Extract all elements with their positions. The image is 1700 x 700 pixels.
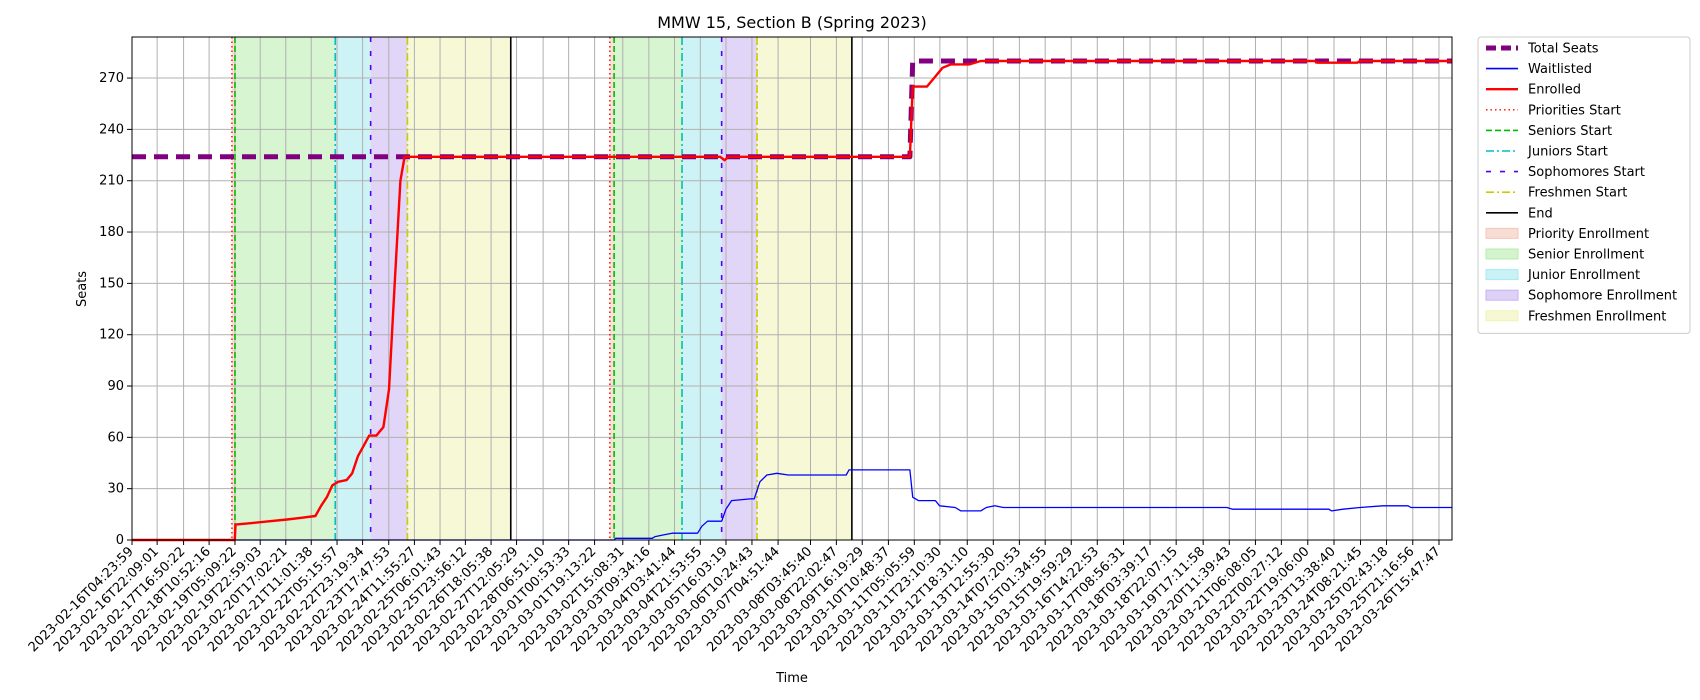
y-tick-label-7: 210	[99, 174, 124, 189]
band-9	[757, 37, 852, 540]
band-7	[682, 37, 722, 540]
legend-item-wait: Waitlisted	[1486, 62, 1592, 77]
legend-label: Juniors Start	[1527, 145, 1608, 160]
legend-label: End	[1528, 206, 1553, 221]
legend: Total Seats Waitlisted Enrolled Priorities …	[1477, 36, 1691, 334]
y-tick-label-3: 90	[107, 379, 124, 394]
legend-label: Enrolled	[1528, 83, 1581, 98]
band-2	[335, 37, 371, 540]
legend-swatch	[1485, 289, 1519, 301]
legend-item-sen: Seniors Start	[1486, 124, 1612, 139]
enrollment-period-bands	[231, 37, 852, 540]
legend-label: Total Seats	[1527, 42, 1599, 57]
series-line-enr	[132, 59, 1452, 542]
legend-item-pe: Priority Enrollment	[1485, 227, 1649, 242]
legend-item-soph: Sophomores Start	[1486, 165, 1645, 180]
legend-item-se: Senior Enrollment	[1485, 248, 1644, 263]
legend-item-prio: Priorities Start	[1486, 103, 1621, 118]
band-5	[609, 37, 615, 540]
legend-swatch	[1485, 248, 1519, 260]
data-series	[132, 58, 1452, 542]
legend-label: Freshmen Enrollment	[1528, 309, 1666, 324]
x-axis-ticks: 2023-02-16T04:23:592023-02-16T22:09:0120…	[26, 540, 1444, 655]
legend-label: Sophomores Start	[1528, 165, 1645, 180]
legend-item-total: Total Seats	[1486, 42, 1599, 57]
legend-swatch	[1485, 310, 1519, 322]
series-line-wait	[132, 469, 1452, 541]
legend-box	[1477, 36, 1691, 334]
legend-item-fe: Freshmen Enrollment	[1485, 309, 1666, 324]
y-tick-label-5: 150	[99, 276, 124, 291]
y-tick-label-2: 60	[107, 430, 124, 445]
phase-marker-lines	[231, 37, 853, 540]
legend-label: Freshmen Start	[1528, 186, 1627, 201]
legend-label: Senior Enrollment	[1528, 248, 1644, 263]
band-0	[231, 37, 235, 540]
chart-title: MMW 15, Section B (Spring 2023)	[657, 13, 927, 32]
band-4	[407, 37, 511, 540]
y-axis-ticks: 0 30 60 90 120 150 180 210 240 270	[99, 71, 132, 548]
legend-item-soe: Sophomore Enrollment	[1485, 289, 1677, 304]
y-tick-label-8: 240	[99, 122, 124, 137]
legend-swatch	[1485, 269, 1519, 281]
y-tick-label-1: 30	[107, 482, 124, 497]
legend-label: Priority Enrollment	[1528, 227, 1649, 242]
legend-label: Waitlisted	[1528, 62, 1592, 77]
legend-item-je: Junior Enrollment	[1485, 268, 1640, 283]
legend-label: Sophomore Enrollment	[1528, 289, 1677, 304]
y-tick-label-4: 120	[99, 328, 124, 343]
legend-item-end: End	[1486, 206, 1553, 221]
band-8	[721, 37, 758, 540]
x-axis-label: Time	[775, 671, 808, 686]
y-axis-label: Seats	[75, 271, 90, 307]
legend-item-enr: Enrolled	[1486, 83, 1581, 98]
legend-label: Junior Enrollment	[1527, 268, 1640, 283]
legend-label: Seniors Start	[1528, 124, 1612, 139]
band-6	[614, 37, 683, 540]
y-tick-label-9: 270	[99, 71, 124, 86]
legend-item-jun: Juniors Start	[1486, 145, 1608, 160]
legend-item-fresh: Freshmen Start	[1486, 186, 1627, 201]
legend-swatch	[1485, 227, 1519, 239]
y-tick-label-0: 0	[116, 533, 124, 548]
plot-frame	[131, 36, 1453, 541]
band-1	[234, 37, 336, 540]
grid	[131, 37, 1452, 541]
y-tick-label-6: 180	[99, 225, 124, 240]
legend-label: Priorities Start	[1528, 103, 1621, 118]
